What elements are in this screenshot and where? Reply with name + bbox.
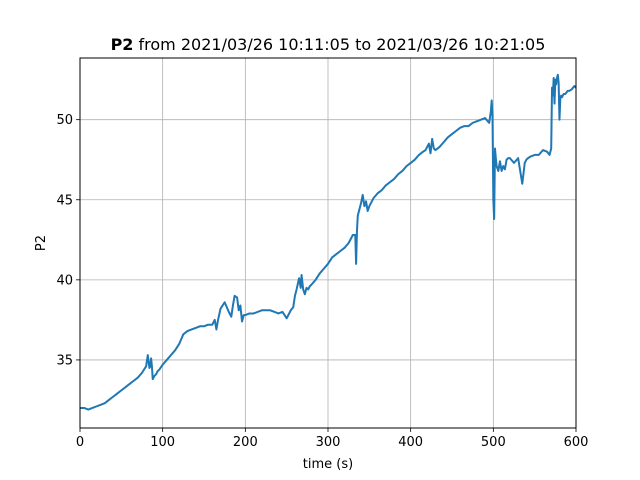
chart-title-rest: from 2021/03/26 10:11:05 to 2021/03/26 1…	[133, 35, 545, 54]
series-line-group	[80, 73, 577, 411]
x-axis-label: time (s)	[303, 457, 353, 472]
x-tick-label: 300	[316, 435, 341, 450]
x-tick-label: 500	[481, 435, 506, 450]
y-tick-label: 45	[56, 193, 73, 208]
x-tick-label: 600	[564, 435, 589, 450]
x-tick-label: 0	[76, 435, 84, 450]
series-line	[80, 73, 577, 411]
x-tick-label: 100	[150, 435, 175, 450]
chart-title-bold: P2	[111, 35, 134, 54]
gridlines	[79, 58, 577, 428]
x-tick-label: 400	[398, 435, 423, 450]
chart-title: P2 from 2021/03/26 10:11:05 to 2021/03/2…	[111, 35, 546, 54]
x-ticks: 0 100 200 300 400 500 600	[76, 428, 589, 450]
y-tick-label: 40	[56, 273, 73, 288]
x-tick-label: 200	[233, 435, 258, 450]
y-ticks: 35 40 45 50	[56, 113, 80, 368]
y-axis-label: P2	[34, 235, 49, 251]
y-tick-label: 50	[56, 113, 73, 128]
y-tick-label: 35	[56, 353, 73, 368]
